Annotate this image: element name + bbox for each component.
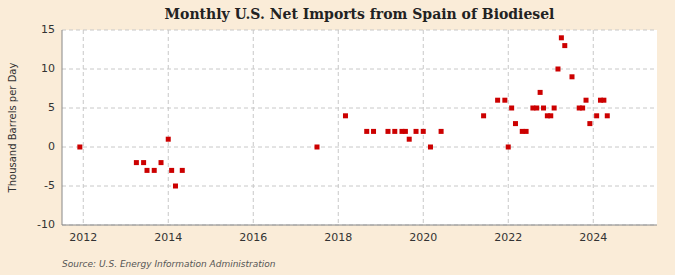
point [548,113,553,118]
point [605,113,610,118]
point [562,43,567,48]
point [587,121,592,126]
x-grid-line [338,30,339,225]
x-grid-line [168,30,169,225]
point [584,98,589,103]
point [152,168,157,173]
x-tick-label: 2018 [324,231,352,244]
points [77,35,609,188]
point [495,98,500,103]
x-tick-label: 2012 [69,231,97,244]
point [580,106,585,111]
y-grid-line [62,186,657,187]
point [173,184,178,189]
point [315,145,320,150]
point [421,129,426,134]
y-grid-line [62,225,657,226]
x-grid-line [593,30,594,225]
point [364,129,369,134]
x-tick-label: 2014 [154,231,182,244]
y-tick-label: 15 [41,23,55,36]
background [0,0,675,275]
point [513,121,518,126]
point [601,98,606,103]
point [392,129,397,134]
point [559,35,564,40]
y-tick-label: 0 [48,140,55,153]
x-grid-line [508,30,509,225]
x-tick-label: 2024 [579,231,607,244]
source-note: Source: U.S. Energy Information Administ… [62,259,276,269]
y-grid-line [62,69,657,70]
point [509,106,514,111]
point [169,168,174,173]
point [502,98,507,103]
x-grid-line [83,30,84,225]
point [134,160,139,165]
x-tick-label: 2022 [494,231,522,244]
point [159,160,164,165]
y-tick-label: -10 [37,218,55,231]
point [428,145,433,150]
point [506,145,511,150]
point [570,74,575,79]
y-grid-line [62,30,657,31]
x-grid-line [253,30,254,225]
x-tick-label: 2016 [239,231,267,244]
y-tick-label: -5 [44,179,55,192]
point [541,106,546,111]
point [594,113,599,118]
point [77,145,82,150]
point [141,160,146,165]
y-tick-label: 10 [41,62,55,75]
chart: -10 -5 0 5 10 15 2012 2014 2016 2018 2020 2022 2024 M… [0,0,675,275]
point [481,113,486,118]
point [145,168,150,173]
x-axis-line [62,225,657,226]
point [552,106,557,111]
point [538,90,543,95]
point [555,67,560,72]
y-tick-label: 5 [48,101,55,114]
point [414,129,419,134]
point [166,137,171,142]
point [439,129,444,134]
point [403,129,408,134]
point [524,129,529,134]
y-axis-label: Thousand Barrels per Day [7,63,18,194]
point [534,106,539,111]
title: Monthly U.S. Net Imports from Spain of B… [165,6,555,22]
point [407,137,412,142]
y-axis-line [62,30,63,225]
point [385,129,390,134]
y-grid-line [62,147,657,148]
plot-area [62,30,657,225]
grid [62,30,657,225]
point [180,168,185,173]
point [343,113,348,118]
y-grid-line [62,108,657,109]
point [371,129,376,134]
x-tick-label: 2020 [409,231,437,244]
x-grid-line [423,30,424,225]
